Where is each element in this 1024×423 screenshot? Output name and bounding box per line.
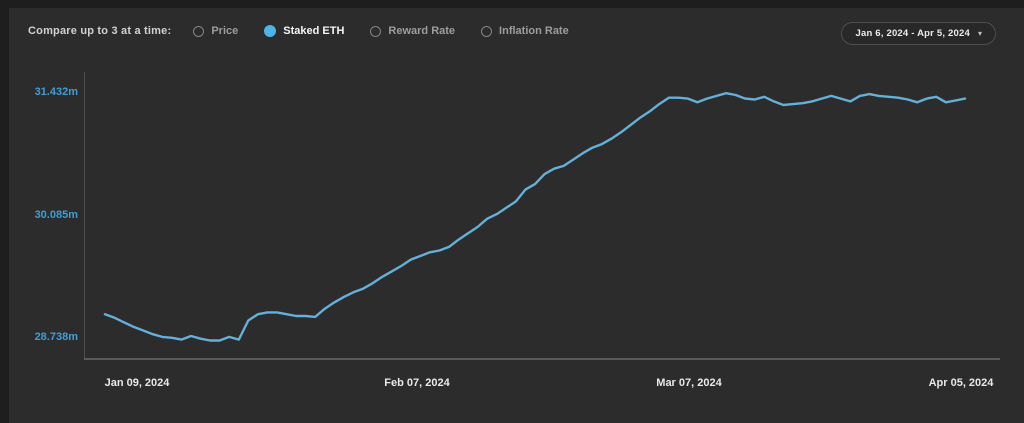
x-axis-tick-label: Jan 09, 2024 <box>104 377 170 389</box>
compare-option-inflation-rate[interactable]: Inflation Rate <box>481 25 569 37</box>
x-axis-tick-label: Apr 05, 2024 <box>928 377 994 389</box>
radio-icon[interactable] <box>193 25 205 37</box>
date-range-selector[interactable]: Jan 6, 2024 - Apr 5, 2024 ▾ <box>841 22 996 45</box>
x-axis-tick-label: Feb 07, 2024 <box>384 377 450 389</box>
compare-option-reward-rate[interactable]: Reward Rate <box>370 25 455 37</box>
chevron-down-icon: ▾ <box>977 28 982 38</box>
compare-option-price[interactable]: Price <box>193 25 238 37</box>
frame-edge-left <box>0 0 9 423</box>
option-label: Staked ETH <box>283 25 345 37</box>
option-label: Reward Rate <box>388 25 456 37</box>
compare-option-staked-eth[interactable]: Staked ETH <box>264 25 344 37</box>
radio-icon[interactable] <box>481 25 493 37</box>
y-axis-tick-label: 30.085m <box>34 209 78 221</box>
compare-label: Compare up to 3 at a time: <box>28 25 172 37</box>
option-label: Price <box>211 25 239 37</box>
y-axis-tick-label: 28.738m <box>34 331 78 343</box>
staked-eth-line-chart[interactable] <box>84 70 1004 362</box>
radio-icon[interactable] <box>264 25 277 37</box>
compare-bar: Compare up to 3 at a time: Price Staked … <box>28 25 595 37</box>
x-axis-tick-label: Mar 07, 2024 <box>656 377 722 389</box>
option-label: Inflation Rate <box>499 25 569 37</box>
radio-icon[interactable] <box>370 25 382 37</box>
staked-eth-series-line <box>103 92 967 342</box>
frame-edge-top <box>0 0 1024 8</box>
date-range-label: Jan 6, 2024 - Apr 5, 2024 <box>855 28 970 39</box>
y-axis-tick-label: 31.432m <box>34 86 78 98</box>
